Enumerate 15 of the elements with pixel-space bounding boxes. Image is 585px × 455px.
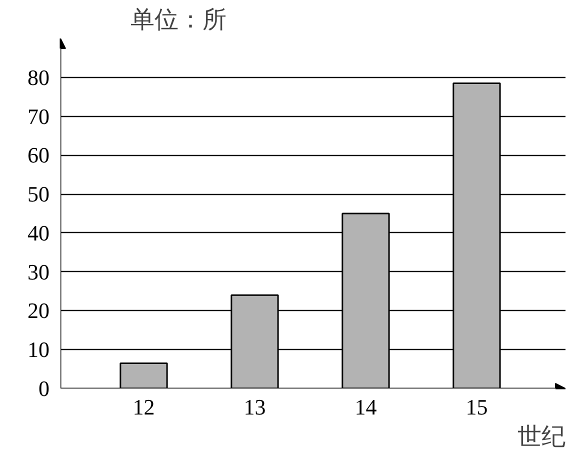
y-tick-label: 0 (38, 376, 50, 401)
x-tick-label: 13 (244, 394, 266, 420)
y-tick-label: 50 (28, 182, 50, 207)
y-tick-label: 40 (28, 220, 50, 246)
y-axis-title: 单位：所 (130, 8, 226, 34)
y-tick-label: 10 (28, 337, 50, 362)
y-tick-label: 70 (28, 104, 50, 129)
x-tick-label: 12 (132, 394, 155, 420)
y-tick-label: 60 (28, 142, 50, 168)
x-axis-title: 世纪 (518, 424, 566, 450)
x-tick-label: 15 (466, 394, 488, 420)
x-tick-label: 14 (354, 394, 377, 420)
y-tick-label: 80 (28, 64, 50, 90)
y-tick-label: 30 (28, 259, 50, 284)
y-tick-label: 20 (28, 298, 50, 324)
